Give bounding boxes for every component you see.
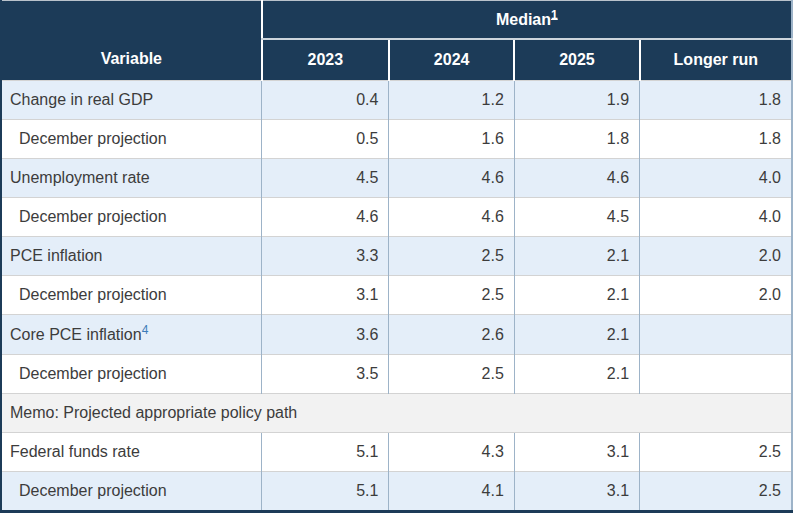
header-row-median: Variable Median1 <box>1 1 792 40</box>
cell-value-empty <box>640 315 792 354</box>
cell-value-empty <box>640 354 792 393</box>
cell-value: 4.1 <box>389 471 514 511</box>
cell-value: 3.6 <box>262 315 389 354</box>
row-label-text: Core PCE inflation <box>10 326 142 343</box>
core-pce-footnote-link[interactable]: 4 <box>142 322 149 336</box>
row-label: Federal funds rate <box>1 432 262 471</box>
row-label: December projection <box>1 276 262 315</box>
memo-label: Memo: Projected appropriate policy path <box>1 393 792 432</box>
cell-value: 2.1 <box>514 276 639 315</box>
cell-value: 3.1 <box>514 471 639 511</box>
row-label: December projection <box>1 471 262 511</box>
cell-value: 2.0 <box>640 237 792 276</box>
col-header-longer-run: Longer run <box>640 39 792 81</box>
cell-value: 2.5 <box>640 432 792 471</box>
cell-value: 4.5 <box>514 198 639 237</box>
cell-value: 3.1 <box>514 432 639 471</box>
variable-column-header: Variable <box>1 1 262 81</box>
page: Variable Median1 2023 2024 2025 Longer r… <box>0 0 793 513</box>
cell-value: 4.0 <box>640 159 792 198</box>
row-label: Core PCE inflation4 <box>1 315 262 354</box>
col-header-2025: 2025 <box>514 39 639 81</box>
table-row-gdp-december: December projection 0.5 1.6 1.8 1.8 <box>1 120 792 159</box>
cell-value: 0.4 <box>262 81 389 120</box>
table-row-pce-inflation: PCE inflation 3.3 2.5 2.1 2.0 <box>1 237 792 276</box>
col-header-2023: 2023 <box>262 39 389 81</box>
row-label: December projection <box>1 120 262 159</box>
variable-header-label: Variable <box>101 50 162 67</box>
median-footnote-link[interactable]: 1 <box>551 7 558 21</box>
col-header-2024: 2024 <box>389 39 514 81</box>
row-label: Unemployment rate <box>1 159 262 198</box>
cell-value: 1.9 <box>514 81 639 120</box>
table-row-federal-funds-december: December projection 5.1 4.1 3.1 2.5 <box>1 471 792 511</box>
cell-value: 2.5 <box>389 276 514 315</box>
cell-value: 2.1 <box>514 315 639 354</box>
cell-value: 4.3 <box>389 432 514 471</box>
table-row-federal-funds: Federal funds rate 5.1 4.3 3.1 2.5 <box>1 432 792 471</box>
cell-value: 2.5 <box>389 237 514 276</box>
cell-value: 1.8 <box>514 120 639 159</box>
cell-value: 2.5 <box>640 471 792 511</box>
cell-value: 2.1 <box>514 237 639 276</box>
table-row-core-pce-december: December projection 3.5 2.5 2.1 <box>1 354 792 393</box>
cell-value: 5.1 <box>262 432 389 471</box>
cell-value: 2.1 <box>514 354 639 393</box>
cell-value: 4.6 <box>389 198 514 237</box>
table-row-unemployment-december: December projection 4.6 4.6 4.5 4.0 <box>1 198 792 237</box>
table-body: Change in real GDP 0.4 1.2 1.9 1.8 Decem… <box>1 81 792 512</box>
cell-value: 4.0 <box>640 198 792 237</box>
cell-value: 3.1 <box>262 276 389 315</box>
projections-table: Variable Median1 2023 2024 2025 Longer r… <box>0 0 793 513</box>
table-row-core-pce: Core PCE inflation4 3.6 2.6 2.1 <box>1 315 792 354</box>
table-row-pce-december: December projection 3.1 2.5 2.1 2.0 <box>1 276 792 315</box>
cell-value: 2.6 <box>389 315 514 354</box>
cell-value: 1.8 <box>640 120 792 159</box>
table-row-memo: Memo: Projected appropriate policy path <box>1 393 792 432</box>
cell-value: 1.2 <box>389 81 514 120</box>
median-column-group-header: Median1 <box>262 1 792 40</box>
cell-value: 2.0 <box>640 276 792 315</box>
cell-value: 4.5 <box>262 159 389 198</box>
cell-value: 2.5 <box>389 354 514 393</box>
cell-value: 5.1 <box>262 471 389 511</box>
cell-value: 4.6 <box>389 159 514 198</box>
cell-value: 4.6 <box>262 198 389 237</box>
table-row-unemployment: Unemployment rate 4.5 4.6 4.6 4.0 <box>1 159 792 198</box>
cell-value: 1.6 <box>389 120 514 159</box>
table-header: Variable Median1 2023 2024 2025 Longer r… <box>1 1 792 81</box>
median-header-label: Median <box>496 11 551 28</box>
table-row-gdp: Change in real GDP 0.4 1.2 1.9 1.8 <box>1 81 792 120</box>
row-label: Change in real GDP <box>1 81 262 120</box>
row-label: December projection <box>1 198 262 237</box>
cell-value: 3.5 <box>262 354 389 393</box>
cell-value: 0.5 <box>262 120 389 159</box>
cell-value: 3.3 <box>262 237 389 276</box>
row-label: December projection <box>1 354 262 393</box>
cell-value: 4.6 <box>514 159 639 198</box>
cell-value: 1.8 <box>640 81 792 120</box>
row-label: PCE inflation <box>1 237 262 276</box>
